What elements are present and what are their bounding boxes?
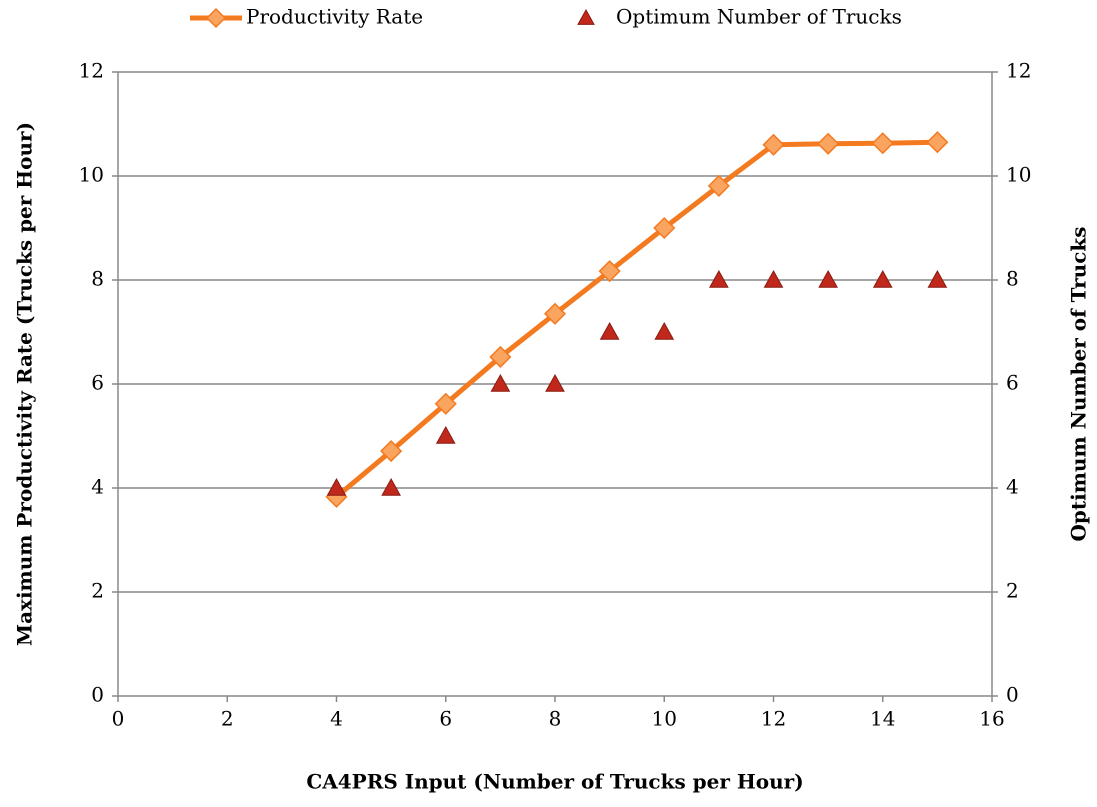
y-tick-label: 10: [79, 163, 104, 187]
marker: [817, 132, 840, 155]
y2-tick-label: 0: [1006, 683, 1019, 707]
plot-frame: [117, 71, 993, 697]
marker: [871, 132, 894, 155]
x-tick-label: 4: [330, 707, 343, 731]
marker: [434, 392, 457, 415]
y-tick-label: 6: [91, 371, 104, 395]
marker: [927, 269, 948, 288]
y2-axis-title: Optimum Number of Trucks: [1067, 227, 1091, 542]
x-axis-title: CA4PRS Input (Number of Trucks per Hour): [306, 770, 803, 794]
y-axis-title: Maximum Productivity Rate (Trucks per Ho…: [13, 122, 37, 646]
line: [334, 139, 938, 499]
y2-tick-label: 4: [1006, 475, 1019, 499]
marker: [489, 345, 512, 369]
x-tick-label: 8: [549, 707, 562, 731]
x-tick-label: 6: [439, 707, 452, 731]
marker: [654, 321, 675, 340]
x-tick-label: 0: [112, 707, 125, 731]
x-tick-label: 10: [652, 707, 677, 731]
y2-tick-label: 8: [1006, 267, 1019, 291]
marker: [598, 260, 621, 283]
y2-tick-label: 12: [1006, 59, 1031, 83]
x-tick-label: 16: [979, 707, 1004, 731]
legend-label: Productivity Rate: [246, 5, 423, 29]
x-tick-label: 12: [761, 707, 786, 731]
y-tick-label: 8: [91, 267, 104, 291]
marker: [599, 321, 620, 340]
legend-marker: [577, 8, 595, 25]
marker: [872, 269, 893, 288]
marker: [326, 477, 347, 496]
marker: [653, 216, 676, 240]
marker: [926, 131, 949, 154]
marker: [763, 269, 784, 288]
marker: [435, 425, 456, 444]
x-tick-label: 14: [870, 707, 895, 731]
y-tick-label: 0: [91, 683, 104, 707]
y2-tick-label: 6: [1006, 371, 1019, 395]
marker: [762, 133, 785, 156]
y2-tick-label: 2: [1006, 579, 1019, 603]
marker: [380, 440, 403, 463]
x-tick-label: 2: [221, 707, 234, 731]
y-tick-label: 4: [91, 475, 104, 499]
marker: [543, 302, 567, 325]
y2-tick-label: 10: [1006, 163, 1031, 187]
legend-marker: [205, 7, 227, 29]
marker: [381, 477, 401, 496]
legend-label: Optimum Number of Trucks: [616, 5, 902, 29]
marker: [709, 269, 729, 288]
marker: [490, 373, 511, 392]
marker: [707, 174, 730, 197]
marker: [818, 269, 838, 288]
y-tick-label: 12: [79, 59, 104, 83]
y-tick-label: 2: [91, 579, 104, 603]
marker: [545, 373, 565, 392]
